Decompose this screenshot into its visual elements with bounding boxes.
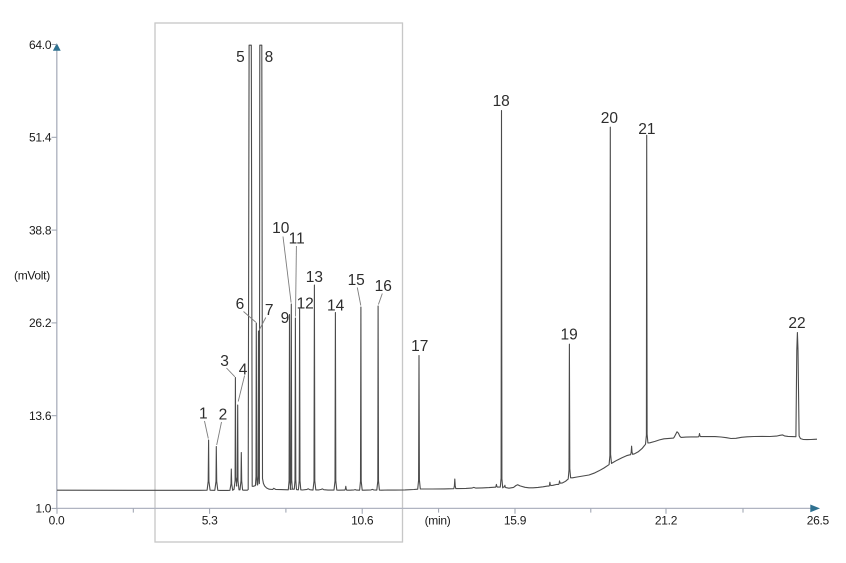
- svg-text:22: 22: [788, 315, 805, 332]
- svg-text:9: 9: [281, 310, 290, 327]
- svg-text:19: 19: [560, 326, 577, 343]
- svg-text:1: 1: [199, 406, 208, 423]
- svg-text:6: 6: [236, 296, 245, 313]
- svg-text:7: 7: [265, 302, 274, 319]
- svg-text:3: 3: [220, 353, 229, 370]
- svg-text:5: 5: [236, 49, 245, 66]
- svg-text:21: 21: [638, 121, 655, 138]
- svg-text:10: 10: [272, 220, 290, 237]
- svg-text:11: 11: [289, 230, 305, 247]
- svg-text:13.6: 13.6: [29, 409, 52, 423]
- svg-text:16: 16: [375, 278, 392, 295]
- svg-text:1.0: 1.0: [35, 502, 51, 516]
- svg-text:15: 15: [348, 272, 365, 289]
- svg-text:38.8: 38.8: [29, 223, 52, 237]
- svg-text:5.3: 5.3: [202, 514, 218, 528]
- svg-text:12: 12: [297, 296, 314, 313]
- svg-text:14: 14: [327, 298, 345, 315]
- svg-text:4: 4: [239, 362, 248, 379]
- svg-text:18: 18: [493, 93, 510, 110]
- svg-text:8: 8: [265, 49, 274, 66]
- svg-text:64.0: 64.0: [29, 38, 52, 52]
- svg-text:15.9: 15.9: [504, 514, 527, 528]
- svg-text:2: 2: [219, 407, 228, 424]
- svg-text:26.5: 26.5: [807, 514, 830, 528]
- svg-text:0.0: 0.0: [49, 514, 65, 528]
- svg-text:20: 20: [601, 110, 619, 127]
- svg-text:13: 13: [306, 269, 323, 286]
- svg-text:51.4: 51.4: [29, 131, 52, 145]
- svg-text:21.2: 21.2: [655, 514, 678, 528]
- svg-text:26.2: 26.2: [29, 316, 52, 330]
- svg-text:17: 17: [411, 338, 428, 355]
- svg-text:(min): (min): [425, 514, 451, 528]
- svg-text:10.6: 10.6: [351, 514, 374, 528]
- svg-text:(mVolt): (mVolt): [14, 268, 50, 282]
